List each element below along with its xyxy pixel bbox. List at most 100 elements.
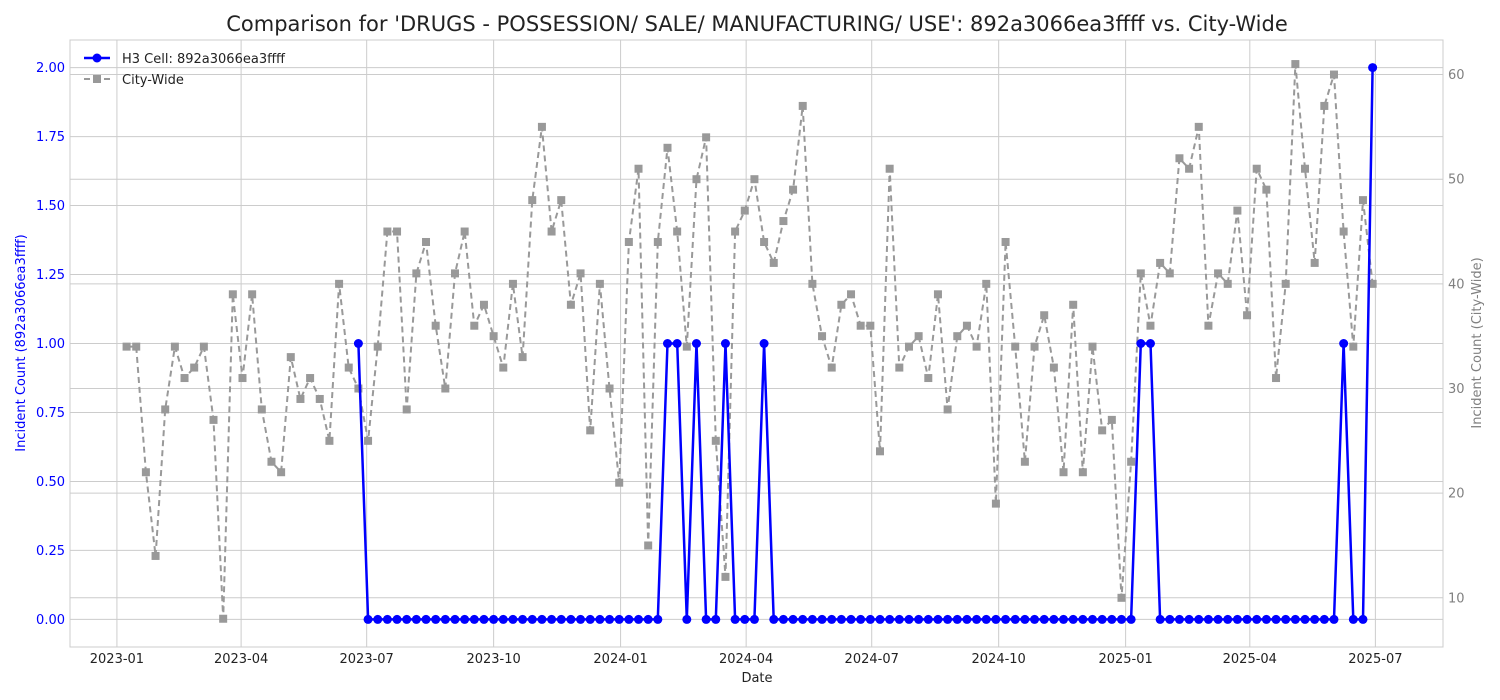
y-right-tick-label: 60 <box>1448 68 1465 83</box>
h3-cell-point <box>392 614 402 624</box>
city-wide-point <box>769 258 778 267</box>
h3-cell-point <box>1088 614 1098 624</box>
h3-cell-point <box>769 614 779 624</box>
h3-cell-point <box>885 614 895 624</box>
h3-cell-point <box>943 614 953 624</box>
city-wide-point <box>1078 468 1087 477</box>
city-wide-point <box>508 279 517 288</box>
h3-cell-point <box>711 614 721 624</box>
x-axis-label: Date <box>741 671 772 686</box>
h3-cell-point <box>1039 614 1049 624</box>
city-wide-point <box>267 457 276 466</box>
h3-cell-point <box>518 614 528 624</box>
h3-cell-point <box>469 614 479 624</box>
city-wide-point <box>991 499 1000 508</box>
h3-cell-point <box>1358 614 1368 624</box>
city-wide-point <box>1358 196 1367 205</box>
h3-cell-point <box>1030 614 1040 624</box>
city-wide-point <box>1185 164 1194 173</box>
h3-cell-point <box>431 614 441 624</box>
h3-cell-point <box>1174 614 1184 624</box>
city-wide-point <box>798 101 807 110</box>
city-wide-point <box>673 227 682 236</box>
x-tick-label: 2025-07 <box>1348 652 1402 667</box>
city-wide-point <box>1156 258 1165 267</box>
city-wide-point <box>721 572 730 581</box>
h3-cell-point <box>440 614 450 624</box>
city-wide-point <box>286 353 295 362</box>
h3-cell-point <box>856 614 866 624</box>
city-wide-point <box>325 436 334 445</box>
y-left-tick-label: 2.00 <box>36 61 65 76</box>
h3-cell-point <box>962 614 972 624</box>
h3-cell-point <box>1010 614 1020 624</box>
city-wide-point <box>1214 269 1223 278</box>
city-wide-point <box>1291 60 1300 69</box>
h3-cell-point <box>1271 614 1281 624</box>
h3-cell-point <box>576 614 586 624</box>
h3-cell-point <box>720 339 730 348</box>
city-wide-point <box>460 227 469 236</box>
axes: 2023-01 2023-04 2023-07 2023-10 2024-01 2024-… <box>36 61 1465 667</box>
city-wide-point <box>1117 593 1126 602</box>
h3-cell-point <box>1290 614 1300 624</box>
city-wide-point <box>219 614 228 623</box>
h3-cell-point <box>1194 614 1204 624</box>
city-wide-point <box>1262 185 1271 194</box>
h3-cell-point <box>353 339 363 348</box>
city-wide-point <box>1368 279 1377 288</box>
city-wide-point <box>1020 457 1029 466</box>
y-right-tick-label: 30 <box>1448 382 1465 397</box>
legend-cell-marker <box>92 53 102 63</box>
h3-cell-point <box>1107 614 1117 624</box>
city-wide-point <box>586 426 595 435</box>
city-wide-point <box>914 332 923 341</box>
city-wide-point <box>1252 164 1261 173</box>
x-tick-label: 2025-04 <box>1223 652 1277 667</box>
h3-cell-point <box>1213 614 1223 624</box>
city-wide-point <box>1301 164 1310 173</box>
city-wide-point <box>750 175 759 184</box>
h3-cell-point <box>1136 339 1146 348</box>
h3-cell-point <box>643 614 653 624</box>
city-wide-point <box>402 405 411 414</box>
city-wide-point <box>1098 426 1107 435</box>
h3-cell-point <box>1368 63 1378 73</box>
city-wide-point <box>1194 122 1203 131</box>
h3-cell-point <box>1281 614 1291 624</box>
city-wide-point <box>982 279 991 288</box>
y-left-tick-label: 1.00 <box>36 337 65 352</box>
city-wide-point <box>132 342 141 351</box>
y-left-tick-label: 0.75 <box>36 406 65 421</box>
city-wide-point <box>528 196 537 205</box>
city-wide-point <box>702 133 711 142</box>
city-wide-point <box>1040 311 1049 320</box>
city-wide-point <box>808 279 817 288</box>
y-right-tick-label: 50 <box>1448 173 1465 188</box>
city-wide-point <box>1011 342 1020 351</box>
h3-cell-point <box>788 614 798 624</box>
y-left-tick-label: 1.50 <box>36 199 65 214</box>
city-wide-point <box>441 384 450 393</box>
h3-cell-point <box>566 614 576 624</box>
city-wide-point <box>866 321 875 330</box>
h3-cell-point <box>1116 614 1126 624</box>
city-wide-point <box>393 227 402 236</box>
h3-cell-point <box>527 614 537 624</box>
h3-cell-point <box>701 614 711 624</box>
city-wide-point <box>499 363 508 372</box>
h3-cell-point <box>382 614 392 624</box>
city-wide-point <box>711 436 720 445</box>
h3-cell-point <box>585 614 595 624</box>
left-y-axis-label: Incident Count (892a3066ea3ffff) <box>14 234 29 451</box>
city-wide-point <box>624 237 633 246</box>
city-wide-point <box>228 290 237 299</box>
city-wide-point <box>180 374 189 383</box>
x-tick-label: 2023-10 <box>466 652 520 667</box>
city-wide-point <box>479 300 488 309</box>
h3-cell-point <box>1068 614 1078 624</box>
city-wide-point <box>1233 206 1242 215</box>
city-wide-point <box>847 290 856 299</box>
city-wide-point <box>1069 300 1078 309</box>
